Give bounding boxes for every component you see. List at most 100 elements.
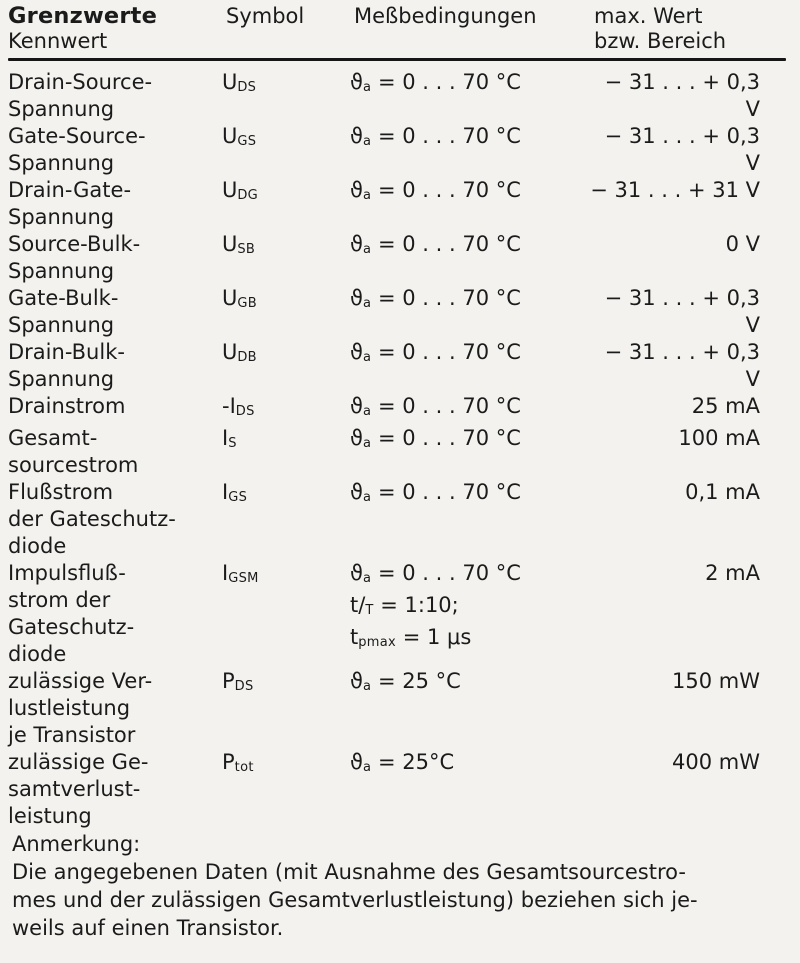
symbol-subscript: GS xyxy=(228,490,248,505)
condition-var-subscript: a xyxy=(363,134,372,149)
symbol-subscript: DS xyxy=(237,80,257,95)
limit-value: − 31 . . . + 0,3 V xyxy=(604,70,760,121)
condition-line: ϑa = 0 . . . 70 °C xyxy=(350,479,590,511)
parameter-name: Drain-Bulk- Spannung xyxy=(8,340,125,391)
condition-var: ϑ xyxy=(350,70,364,94)
condition-text: = 0 . . . 70 °C xyxy=(371,124,521,148)
parameter-name: Impulsfluß- strom der Gateschutz- diode xyxy=(8,561,135,666)
parameter-name: Drain-Gate- Spannung xyxy=(8,178,132,229)
condition-line: ϑa = 25 °C xyxy=(350,668,590,700)
condition-line: ϑa = 0 . . . 70 °C xyxy=(350,123,590,155)
condition-text: = 0 . . . 70 °C xyxy=(371,394,521,418)
limit-value: 100 mA xyxy=(678,426,760,450)
condition-line: ϑa = 0 . . . 70 °C xyxy=(350,231,590,263)
condition-var-subscript: pmax xyxy=(358,635,397,650)
condition-line: ϑa = 0 . . . 70 °C xyxy=(350,69,590,101)
condition-var-subscript: a xyxy=(363,404,372,419)
symbol-base: I xyxy=(222,426,229,450)
table-row: Drain-Bulk- Spannung UDB ϑa = 0 . . . 70… xyxy=(8,339,790,393)
condition-var-subscript: a xyxy=(363,188,372,203)
limit-value: − 31 . . . + 31 V xyxy=(590,178,760,202)
symbol-subscript: GSM xyxy=(228,571,259,586)
condition-text: = 0 . . . 70 °C xyxy=(371,340,521,364)
symbol-subscript: DS xyxy=(235,404,255,419)
symbol-subscript: DG xyxy=(237,188,259,203)
table-row: Flußstrom der Gateschutz- diode IGS ϑa =… xyxy=(8,479,790,560)
column-header-conditions: Meßbedingungen xyxy=(354,4,537,28)
symbol-base: I xyxy=(222,480,229,504)
symbol-cell: Ptot xyxy=(218,749,342,781)
condition-var: t/ xyxy=(350,593,366,617)
condition-text: = 0 . . . 70 °C xyxy=(371,232,521,256)
condition-var: ϑ xyxy=(350,561,364,585)
condition-var-subscript: a xyxy=(363,80,372,95)
parameter-name: Drainstrom xyxy=(8,394,126,418)
condition-var-subscript: a xyxy=(363,296,372,311)
condition-text: = 0 . . . 70 °C xyxy=(371,70,521,94)
remark-text: Die angegebenen Daten (mit Ausnahme des … xyxy=(12,860,698,940)
condition-var: ϑ xyxy=(350,480,364,504)
symbol-subscript: GS xyxy=(237,134,257,149)
limit-value: − 31 . . . + 0,3 V xyxy=(604,124,760,175)
condition-var-subscript: T xyxy=(365,603,374,618)
column-header-symbol: Symbol xyxy=(226,4,305,28)
symbol-cell: UDB xyxy=(218,339,342,371)
conditions-cell: ϑa = 0 . . . 70 °C xyxy=(342,123,590,155)
condition-var: ϑ xyxy=(350,426,364,450)
condition-text: = 0 . . . 70 °C xyxy=(371,426,521,450)
conditions-cell: ϑa = 0 . . . 70 °C xyxy=(342,393,590,425)
condition-var-subscript: a xyxy=(363,571,372,586)
symbol-subscript: S xyxy=(228,436,237,451)
header-kennwert-block: Grenzwerte Kennwert xyxy=(8,4,218,54)
symbol-subscript: DS xyxy=(234,679,254,694)
symbol-base: U xyxy=(222,70,238,94)
parameter-name: Source-Bulk- Spannung xyxy=(8,232,141,283)
parameter-name: Flußstrom der Gateschutz- diode xyxy=(8,480,176,558)
condition-text: = 0 . . . 70 °C xyxy=(371,480,521,504)
condition-text: = 0 . . . 70 °C xyxy=(371,561,521,585)
condition-var: ϑ xyxy=(350,286,364,310)
symbol-prefix: - xyxy=(222,394,230,418)
table-row: Drain-Source- Spannung UDS ϑa = 0 . . . … xyxy=(8,69,790,123)
conditions-cell: ϑa = 0 . . . 70 °C xyxy=(342,339,590,371)
parameter-name: Drain-Source- Spannung xyxy=(8,70,153,121)
symbol-base: I xyxy=(222,561,229,585)
conditions-cell: ϑa = 0 . . . 70 °C xyxy=(342,177,590,209)
page-title: Grenzwerte xyxy=(8,3,158,29)
limit-value: 0,1 mA xyxy=(685,480,760,504)
symbol-base: P xyxy=(222,750,235,774)
condition-var: ϑ xyxy=(350,340,364,364)
symbol-cell: -IDS xyxy=(218,393,342,425)
column-header-max-value-line1: max. Wert xyxy=(594,4,703,28)
table-header: Grenzwerte Kennwert Symbol Meßbedingunge… xyxy=(8,4,790,54)
condition-var-subscript: a xyxy=(363,760,372,775)
condition-var-subscript: a xyxy=(363,242,372,257)
remark-heading: Anmerkung: xyxy=(12,832,141,856)
table-row: Gesamt- sourcestrom IS ϑa = 0 . . . 70 °… xyxy=(8,425,790,479)
condition-var-subscript: a xyxy=(363,350,372,365)
limit-value: 0 V xyxy=(725,232,760,256)
table-row: Drainstrom -IDS ϑa = 0 . . . 70 °C 25 mA xyxy=(8,393,790,425)
limit-value: 25 mA xyxy=(691,394,760,418)
table-row: Gate-Bulk- Spannung UGB ϑa = 0 . . . 70 … xyxy=(8,285,790,339)
parameter-name: zulässige Ge- samtverlust- leistung xyxy=(8,750,149,828)
symbol-cell: PDS xyxy=(218,668,342,700)
parameter-name: zulässige Ver- lustleistung je Transisto… xyxy=(8,669,153,747)
condition-var: ϑ xyxy=(350,394,364,418)
symbol-base: P xyxy=(222,669,235,693)
condition-text: = 0 . . . 70 °C xyxy=(371,178,521,202)
conditions-cell: ϑa = 0 . . . 70 °C xyxy=(342,479,590,511)
symbol-subscript: DB xyxy=(237,350,257,365)
symbol-subscript: SB xyxy=(237,242,256,257)
limit-value: 150 mW xyxy=(672,669,760,693)
conditions-cell: ϑa = 0 . . . 70 °C xyxy=(342,231,590,263)
conditions-cell: ϑa = 0 . . . 70 °C xyxy=(342,285,590,317)
datasheet-page: Grenzwerte Kennwert Symbol Meßbedingunge… xyxy=(8,4,790,940)
conditions-cell: ϑa = 0 . . . 70 °C xyxy=(342,425,590,457)
condition-var: ϑ xyxy=(350,750,364,774)
symbol-base: U xyxy=(222,340,238,364)
symbol-subscript: GB xyxy=(237,296,257,311)
symbol-subscript: tot xyxy=(234,760,254,775)
condition-text: = 0 . . . 70 °C xyxy=(371,286,521,310)
table-row: zulässige Ge- samtverlust- leistung Ptot… xyxy=(8,749,790,830)
